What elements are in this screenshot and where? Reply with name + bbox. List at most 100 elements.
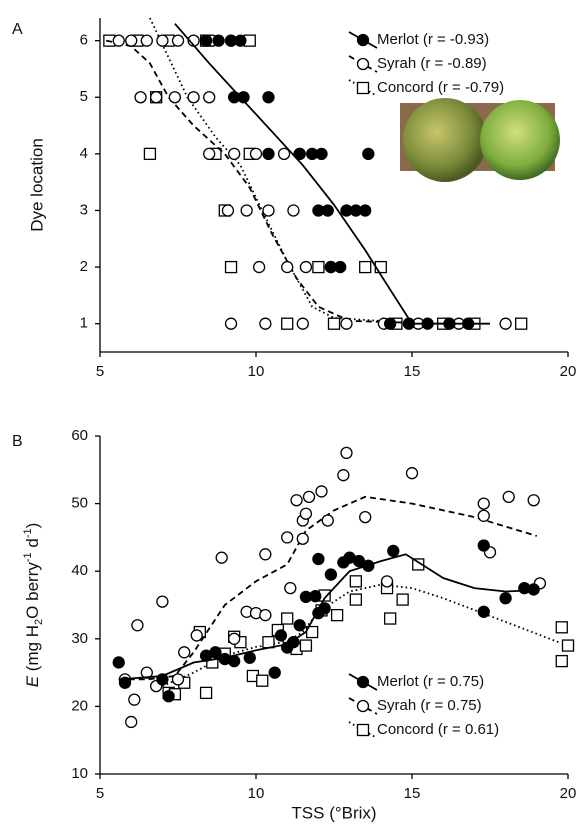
point <box>224 317 238 330</box>
legend-label: Syrah (r = -0.89) <box>377 55 487 72</box>
point <box>221 204 235 217</box>
panel-label: B <box>12 433 23 450</box>
fit-line <box>118 495 538 681</box>
panel-label: A <box>12 21 23 38</box>
point <box>421 317 434 330</box>
point <box>324 568 338 581</box>
point <box>477 605 490 618</box>
point <box>321 204 334 217</box>
legend-line <box>348 79 378 97</box>
legend-marker <box>356 57 370 71</box>
point <box>281 260 294 274</box>
point <box>561 639 575 652</box>
point <box>384 612 397 625</box>
legend-marker <box>356 675 370 689</box>
y-axis-label: Dye location <box>27 138 46 232</box>
point <box>359 204 372 217</box>
point <box>224 260 238 274</box>
point <box>396 593 409 606</box>
y-tick-label: 20 <box>71 697 88 714</box>
point <box>380 575 394 588</box>
point <box>256 674 269 687</box>
point <box>190 629 203 642</box>
series <box>118 446 547 729</box>
point <box>527 583 540 596</box>
series <box>112 539 540 703</box>
point <box>284 581 297 595</box>
x-tick-label: 15 <box>404 785 421 802</box>
point <box>293 147 306 161</box>
legend-label: Merlot (r = -0.93) <box>377 31 489 48</box>
point <box>555 621 568 634</box>
x-tick-label: 15 <box>404 363 421 380</box>
point <box>150 91 163 104</box>
point <box>259 608 272 622</box>
photo-inset <box>400 98 560 182</box>
point <box>140 34 153 47</box>
point <box>199 686 213 700</box>
point <box>281 531 294 544</box>
point <box>499 592 512 605</box>
point <box>477 539 490 552</box>
point <box>402 317 416 330</box>
point <box>156 595 169 608</box>
point <box>315 485 328 498</box>
y-tick-label: 1 <box>80 315 88 332</box>
legend-label: Concord (r = 0.61) <box>377 721 499 738</box>
point <box>349 593 362 606</box>
point <box>228 632 241 645</box>
point <box>477 497 490 510</box>
x-axis-label: TSS (°Brix) <box>291 803 376 822</box>
y-tick-label: 40 <box>71 562 88 579</box>
point <box>262 636 275 649</box>
point <box>327 317 341 330</box>
point <box>243 651 256 664</box>
point <box>156 673 169 686</box>
legend-line <box>348 721 378 739</box>
point <box>249 147 263 161</box>
point <box>262 204 275 217</box>
legend-label: Concord (r = -0.79) <box>377 79 504 96</box>
legend-marker <box>356 81 370 95</box>
legend-line <box>348 55 378 73</box>
point <box>125 34 138 47</box>
y-tick-label: 5 <box>80 88 88 105</box>
point <box>209 646 222 659</box>
point <box>290 494 303 507</box>
point <box>312 260 325 274</box>
x-tick-label: 10 <box>248 785 265 802</box>
point <box>387 544 400 558</box>
point <box>112 656 125 669</box>
point <box>203 147 216 161</box>
point <box>203 91 216 104</box>
point <box>515 317 528 330</box>
point <box>277 147 291 161</box>
x-tick-label: 10 <box>248 363 265 380</box>
point <box>212 34 225 47</box>
series <box>174 23 490 330</box>
y-axis-label-part: d <box>23 538 42 552</box>
point <box>302 490 316 503</box>
point <box>237 91 250 104</box>
point <box>234 34 247 47</box>
y-axis-label-part: O berry <box>23 562 42 619</box>
x-tick-label: 20 <box>560 363 577 380</box>
point <box>412 558 425 571</box>
fit-line <box>174 23 490 325</box>
point <box>337 469 350 482</box>
point <box>330 608 344 622</box>
point <box>502 490 515 503</box>
point <box>384 317 397 330</box>
point <box>118 676 132 689</box>
point <box>555 654 568 668</box>
y-tick-label: 4 <box>80 145 88 162</box>
point <box>462 317 475 330</box>
point <box>128 693 141 706</box>
point <box>262 91 275 104</box>
y-axis-label: E (mg H2​O berry-1​ d-1​) <box>22 523 45 688</box>
legend-line <box>348 697 378 715</box>
point <box>274 629 288 642</box>
point <box>240 204 253 217</box>
legend-marker <box>356 33 370 47</box>
